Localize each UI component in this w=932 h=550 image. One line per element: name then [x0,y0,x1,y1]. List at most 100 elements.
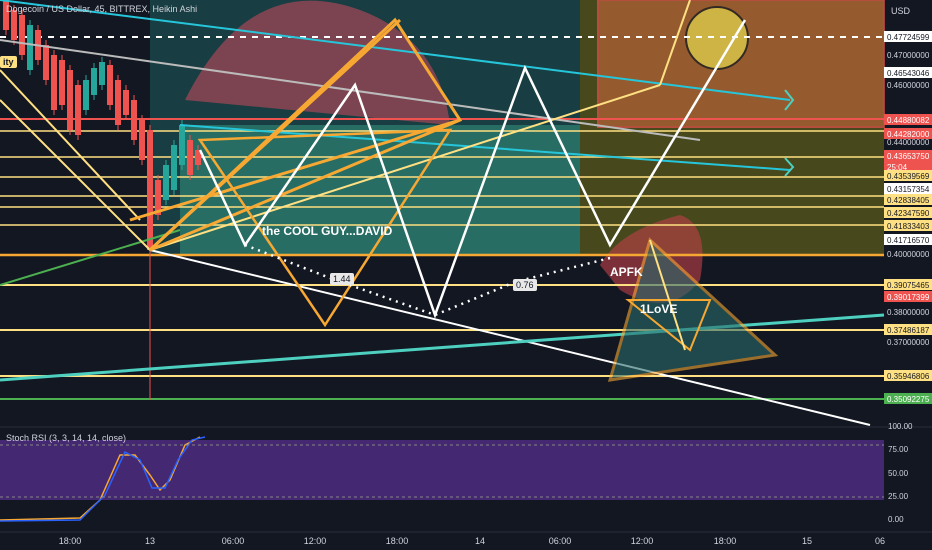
orange-triangle-2 [197,128,453,328]
price-label-bg [884,114,932,125]
stoch-axis-tick: 0.00 [888,515,904,524]
candle-body [83,80,89,110]
price-label-bg [884,234,932,245]
candle-body [115,80,121,125]
candle-body [75,85,81,135]
candle-body [123,90,129,115]
arrow-icon [784,157,795,177]
price-label: 0.39075465 [887,281,930,290]
price-label-bg [884,67,932,78]
time-axis-tick: 06:00 [549,536,572,546]
candle-body [59,60,65,105]
symbol-header: Dogecoin / US Dollar, 45, BITTREX, Heiki… [6,4,198,14]
price-label-bg [884,324,932,335]
price-label: 0.47724599 [887,33,930,42]
price-label-bg [884,279,932,290]
yellow-arm [649,239,686,351]
candle-body [67,70,73,130]
candle-body [155,180,161,215]
price-label: 0.44282000 [887,130,930,139]
ratio-tag-2: 0.76 [513,279,537,291]
time-axis-tick: 12:00 [631,536,654,546]
candle-body [107,65,113,105]
price-label: 0.41833403 [887,222,930,231]
candle-body [11,10,17,40]
time-axis-tick: 12:00 [304,536,327,546]
trend-line [129,118,461,222]
price-label: 0.42838405 [887,196,930,205]
stoch-axis-tick: 100.00 [888,422,913,431]
price-label: 0.43653750 [887,152,930,161]
price-label: 25:04 [887,163,908,172]
left-indicator-tag: ity [0,56,17,68]
price-label-bg [884,31,932,42]
price-label: 0.39017399 [887,293,930,302]
time-axis-tick: 06 [875,536,885,546]
stoch-axis-tick: 25.00 [888,492,909,501]
price-label: 0.43539569 [887,172,930,181]
price-label-bg [884,161,932,172]
trend-line [0,229,181,286]
trend-line [0,99,151,251]
price-axis-tick: 0.47000000 [887,51,930,60]
time-axis-tick: 13 [145,536,155,546]
candle-body [91,68,97,95]
ratio-tag-1: 1.44 [330,273,354,285]
time-axis-tick: 15 [802,536,812,546]
price-axis-background [884,0,932,550]
price-label: 0.42347590 [887,209,930,218]
orange-triangle-3 [607,237,779,382]
stoch-d-line [0,436,206,522]
time-axis-tick: 18:00 [59,536,82,546]
price-label-bg [884,207,932,218]
green-zone [180,125,580,255]
trend-line [659,0,691,86]
time-axis-tick: 14 [475,536,485,546]
price-label: 0.43157354 [887,185,930,194]
price-label: 0.35092275 [887,395,930,404]
price-label-bg [884,128,932,139]
price-axis-tick: 0.37000000 [887,338,930,347]
annotation-apfk: APFK [610,265,643,279]
candle-body [179,125,185,165]
arrow-icon [784,89,795,111]
price-axis-tick: 0.40000000 [887,250,930,259]
stoch-axis-tick: 75.00 [888,445,909,454]
price-label: 0.46543046 [887,69,930,78]
candle-body [51,55,57,110]
trend-line [149,249,871,426]
candle-body [3,0,9,30]
price-label-bg [884,183,932,194]
price-label-bg [884,393,932,404]
price-label-bg [884,220,932,231]
trend-line [0,69,141,221]
time-axis-tick: 18:00 [714,536,737,546]
candle-body [139,120,145,160]
trend-line [0,0,791,101]
candle-body [27,25,33,70]
price-label: 0.35946806 [887,372,930,381]
price-label: 0.37486187 [887,326,930,335]
trend-line [0,39,701,141]
orange-triangle [148,17,463,252]
candle-body [99,62,105,85]
candle-body [19,15,25,55]
candle-body [43,45,49,80]
candle-body [171,145,177,190]
price-axis-tick: 0.46000000 [887,81,930,90]
candle-body [163,165,169,200]
price-label-bg [884,370,932,381]
candle-body [131,100,137,140]
time-axis-tick: 06:00 [222,536,245,546]
price-label: 0.41716570 [887,236,930,245]
annotation-love: 1LoVE [640,302,678,316]
candle-body [147,130,153,250]
price-label-bg [884,194,932,205]
price-label-bg [884,291,932,302]
stoch-band [0,440,884,500]
stoch-rsi-title: Stoch RSI (3, 3, 14, 14, close) [6,433,127,443]
stoch-axis-tick: 50.00 [888,469,909,478]
trend-line [179,124,791,171]
currency-label: USD [890,6,910,16]
